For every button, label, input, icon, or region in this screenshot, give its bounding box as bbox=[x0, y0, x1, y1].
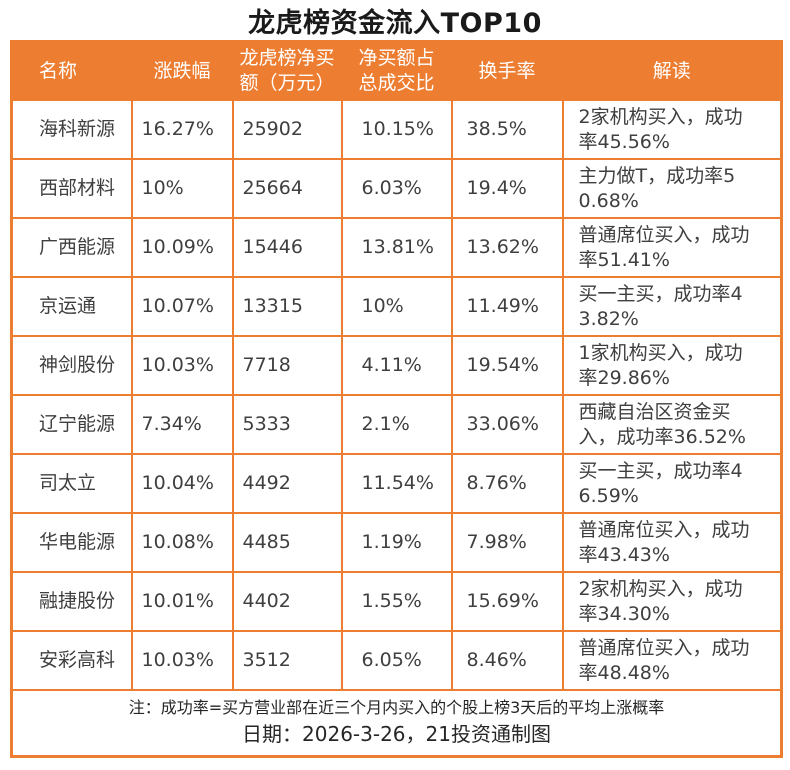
cell-note: 普通席位买入，成功率51.41% bbox=[561, 217, 783, 278]
cell-net_buy: 4485 bbox=[231, 512, 343, 573]
cell-net_buy: 25902 bbox=[231, 99, 343, 160]
cell-change: 10.03% bbox=[130, 335, 234, 396]
cell-name: 广西能源 bbox=[10, 217, 133, 278]
cell-turnover: 7.98% bbox=[450, 512, 564, 573]
cell-ratio: 6.03% bbox=[340, 158, 453, 219]
table-row: 西部材料 10% 25664 6.03% 19.4% 主力做T，成功率50.68% bbox=[10, 158, 783, 219]
cell-change: 10.09% bbox=[130, 217, 234, 278]
cell-name: 安彩高科 bbox=[10, 630, 133, 691]
cell-note: 西藏自治区资金买入，成功率36.52% bbox=[561, 394, 783, 455]
cell-change: 10.04% bbox=[130, 453, 234, 514]
footnote: 注：成功率=买方营业部在近三个月内买入的个股上榜3天后的平均上涨概率 bbox=[128, 698, 665, 717]
col-header-ratio: 净买额占 总成交比 bbox=[340, 40, 453, 101]
header-row: 名称 涨跌幅 龙虎榜净买 额（万元） 净买额占 总成交比 换手率 解读 bbox=[10, 40, 783, 101]
cell-name: 神剑股份 bbox=[10, 335, 133, 396]
col-header-net-buy: 龙虎榜净买 额（万元） bbox=[231, 40, 343, 101]
cell-name: 京运通 bbox=[10, 276, 133, 337]
cell-net_buy: 4492 bbox=[231, 453, 343, 514]
cell-net_buy: 3512 bbox=[231, 630, 343, 691]
table-row: 华电能源 10.08% 4485 1.19% 7.98% 普通席位买入，成功率43.43% bbox=[10, 512, 783, 573]
cell-ratio: 2.1% bbox=[340, 394, 453, 455]
cell-turnover: 33.06% bbox=[450, 394, 564, 455]
cell-net_buy: 25664 bbox=[231, 158, 343, 219]
cell-note: 普通席位买入，成功率48.48% bbox=[561, 630, 783, 691]
cell-name: 西部材料 bbox=[10, 158, 133, 219]
cell-ratio: 1.55% bbox=[340, 571, 453, 632]
cell-note: 普通席位买入，成功率43.43% bbox=[561, 512, 783, 573]
cell-note: 2家机构买入，成功率34.30% bbox=[561, 571, 783, 632]
cell-turnover: 19.54% bbox=[450, 335, 564, 396]
cell-note: 2家机构买入，成功率45.56% bbox=[561, 99, 783, 160]
cell-turnover: 15.69% bbox=[450, 571, 564, 632]
cell-note: 主力做T，成功率50.68% bbox=[561, 158, 783, 219]
cell-turnover: 8.76% bbox=[450, 453, 564, 514]
cell-change: 10.07% bbox=[130, 276, 234, 337]
cell-net_buy: 5333 bbox=[231, 394, 343, 455]
cell-name: 华电能源 bbox=[10, 512, 133, 573]
top10-table: 名称 涨跌幅 龙虎榜净买 额（万元） 净买额占 总成交比 换手率 解读 海科新源… bbox=[10, 40, 783, 758]
cell-net_buy: 7718 bbox=[231, 335, 343, 396]
cell-ratio: 1.19% bbox=[340, 512, 453, 573]
cell-net_buy: 4402 bbox=[231, 571, 343, 632]
col-header-change: 涨跌幅 bbox=[130, 40, 234, 101]
cell-change: 10.01% bbox=[130, 571, 234, 632]
col-header-name: 名称 bbox=[10, 40, 133, 101]
cell-ratio: 10.15% bbox=[340, 99, 453, 160]
cell-change: 10% bbox=[130, 158, 234, 219]
cell-change: 7.34% bbox=[130, 394, 234, 455]
table-row: 神剑股份 10.03% 7718 4.11% 19.54% 1家机构买入，成功率29.86… bbox=[10, 335, 783, 396]
cell-change: 10.08% bbox=[130, 512, 234, 573]
cell-name: 融捷股份 bbox=[10, 571, 133, 632]
cell-note: 买一主买，成功率46.59% bbox=[561, 453, 783, 514]
cell-ratio: 13.81% bbox=[340, 217, 453, 278]
table-row: 融捷股份 10.01% 4402 1.55% 15.69% 2家机构买入，成功率34.30… bbox=[10, 571, 783, 632]
cell-change: 10.03% bbox=[130, 630, 234, 691]
cell-turnover: 19.4% bbox=[450, 158, 564, 219]
table-row: 海科新源 16.27% 25902 10.15% 38.5% 2家机构买入，成功率45.5… bbox=[10, 99, 783, 160]
cell-ratio: 11.54% bbox=[340, 453, 453, 514]
cell-ratio: 4.11% bbox=[340, 335, 453, 396]
page-title: 龙虎榜资金流入TOP10 bbox=[248, 7, 542, 39]
cell-turnover: 11.49% bbox=[450, 276, 564, 337]
cell-note: 1家机构买入，成功率29.86% bbox=[561, 335, 783, 396]
table-body: 海科新源 16.27% 25902 10.15% 38.5% 2家机构买入，成功率45.5… bbox=[10, 99, 783, 691]
footer-cell: 注：成功率=买方营业部在近三个月内买入的个股上榜3天后的平均上涨概率 日期：20… bbox=[10, 689, 783, 758]
cell-name: 司太立 bbox=[10, 453, 133, 514]
cell-name: 海科新源 bbox=[10, 99, 133, 160]
table-row: 广西能源 10.09% 15446 13.81% 13.62% 普通席位买入，成功率51.… bbox=[10, 217, 783, 278]
cell-change: 16.27% bbox=[130, 99, 234, 160]
table-row: 司太立 10.04% 4492 11.54% 8.76% 买一主买，成功率46.59% bbox=[10, 453, 783, 514]
cell-turnover: 13.62% bbox=[450, 217, 564, 278]
cell-turnover: 8.46% bbox=[450, 630, 564, 691]
cell-net_buy: 15446 bbox=[231, 217, 343, 278]
col-header-note: 解读 bbox=[561, 40, 783, 101]
table-row: 安彩高科 10.03% 3512 6.05% 8.46% 普通席位买入，成功率48.48% bbox=[10, 630, 783, 691]
footer-row: 注：成功率=买方营业部在近三个月内买入的个股上榜3天后的平均上涨概率 日期：20… bbox=[10, 689, 783, 758]
table-row: 辽宁能源 7.34% 5333 2.1% 33.06% 西藏自治区资金买入，成功率36.5… bbox=[10, 394, 783, 455]
cell-ratio: 6.05% bbox=[340, 630, 453, 691]
dateline: 日期：2026-3-26，21投资通制图 bbox=[242, 722, 551, 746]
cell-turnover: 38.5% bbox=[450, 99, 564, 160]
col-header-turnover: 换手率 bbox=[450, 40, 564, 101]
cell-name: 辽宁能源 bbox=[10, 394, 133, 455]
table-row: 京运通 10.07% 13315 10% 11.49% 买一主买，成功率43.82% bbox=[10, 276, 783, 337]
cell-net_buy: 13315 bbox=[231, 276, 343, 337]
cell-note: 买一主买，成功率43.82% bbox=[561, 276, 783, 337]
cell-ratio: 10% bbox=[340, 276, 453, 337]
